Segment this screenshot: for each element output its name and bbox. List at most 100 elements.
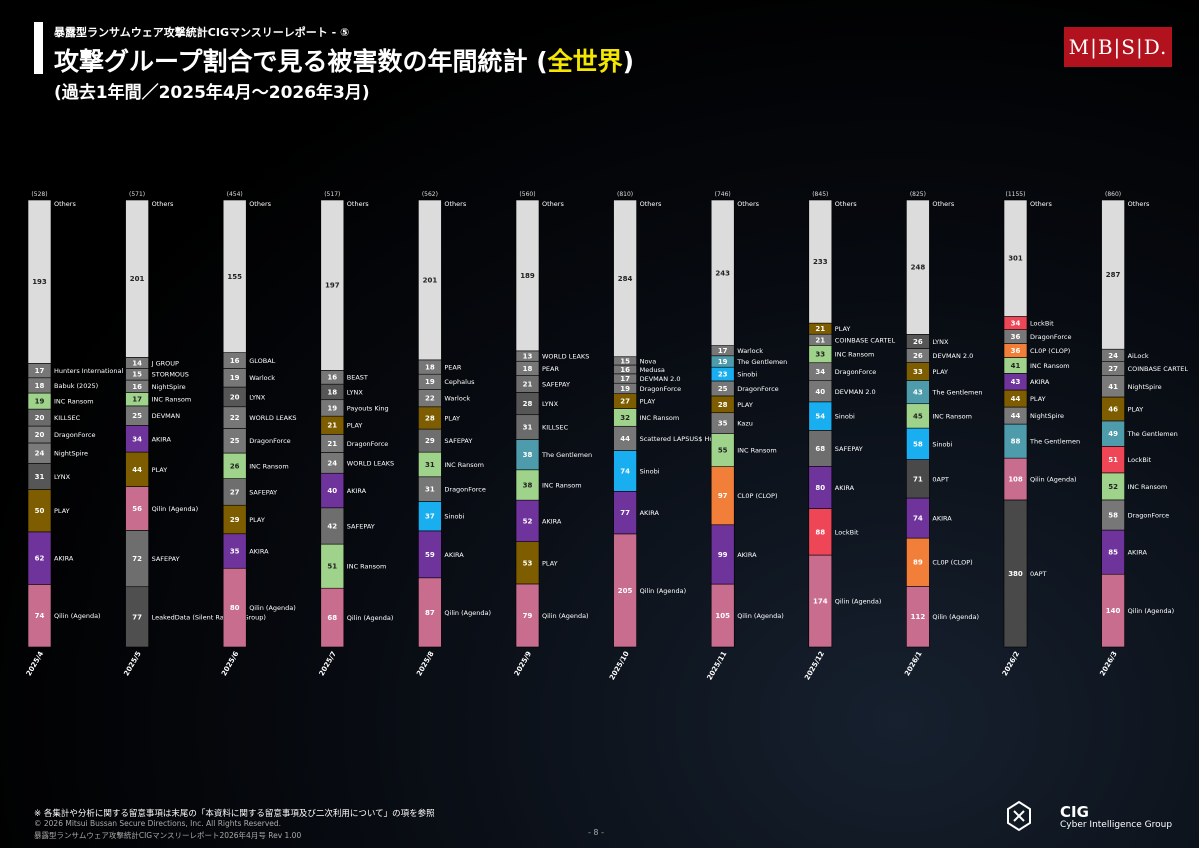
legend-label: PLAY bbox=[249, 516, 265, 524]
data-label: 16 bbox=[132, 383, 142, 391]
legend-label: LockBit bbox=[1030, 320, 1054, 328]
legend-label: Sinobi bbox=[932, 440, 952, 448]
data-label: 72 bbox=[132, 555, 142, 563]
legend-label: SAFEPAY bbox=[347, 522, 375, 530]
x-tick-label: 2025/6 bbox=[220, 650, 240, 677]
legend-label: The Gentlemen bbox=[541, 451, 592, 459]
cig-logo-icon bbox=[1007, 800, 1031, 832]
title-close: ) bbox=[622, 47, 635, 76]
legend-label: INC Ransom bbox=[1128, 483, 1168, 491]
bar-segment-2025-6 bbox=[222, 199, 247, 353]
data-label: 52 bbox=[1108, 483, 1118, 491]
total-label: (810) bbox=[617, 191, 633, 198]
total-label: (562) bbox=[422, 191, 438, 198]
total-label: (1155) bbox=[1006, 191, 1026, 198]
data-label: 380 bbox=[1008, 570, 1023, 578]
legend-label: Payouts King bbox=[347, 404, 389, 412]
legend-label: WORLD LEAKS bbox=[347, 459, 394, 467]
legend-label: COINBASE CARTEL bbox=[1128, 365, 1189, 373]
legend-label: AKIRA bbox=[640, 509, 660, 517]
data-label: 35 bbox=[718, 420, 728, 428]
data-label: 18 bbox=[35, 382, 45, 390]
data-label: 38 bbox=[523, 451, 533, 459]
legend-label: LYNX bbox=[54, 473, 71, 481]
legend-label: INC Ransom bbox=[1030, 362, 1070, 370]
data-label: 74 bbox=[35, 612, 45, 620]
legend-label: Others bbox=[152, 200, 174, 208]
total-label: (571) bbox=[129, 191, 145, 198]
data-label: 54 bbox=[815, 413, 825, 421]
x-tick-label: 2025/4 bbox=[25, 650, 45, 677]
title-accent-bar bbox=[34, 22, 43, 74]
legend-label: 0APT bbox=[932, 475, 949, 483]
data-label: 284 bbox=[618, 275, 633, 283]
bar-segment-2025-10 bbox=[613, 199, 637, 358]
data-label: 21 bbox=[815, 325, 825, 333]
data-label: 13 bbox=[523, 353, 533, 361]
legend-label: AKIRA bbox=[1030, 378, 1050, 386]
data-label: 17 bbox=[132, 396, 142, 404]
legend-label: KILLSEC bbox=[542, 424, 569, 432]
data-label: 31 bbox=[425, 461, 435, 469]
data-label: 27 bbox=[230, 488, 240, 496]
legend-label: J GROUP bbox=[151, 359, 179, 367]
legend-label: DragonForce bbox=[640, 385, 681, 393]
data-label: 301 bbox=[1008, 255, 1023, 263]
legend-label: Scattered LAPSUS$ Hunters bbox=[640, 435, 731, 443]
legend-label: AKIRA bbox=[542, 517, 562, 525]
data-label: 25 bbox=[718, 385, 728, 393]
bar-segment-2025-11 bbox=[710, 199, 735, 346]
legend-label: LYNX bbox=[347, 388, 364, 396]
data-label: 20 bbox=[35, 414, 45, 422]
data-label: 40 bbox=[815, 388, 825, 396]
data-label: 26 bbox=[230, 462, 240, 470]
data-label: 24 bbox=[35, 450, 45, 458]
legend-label: INC Ransom bbox=[54, 398, 94, 406]
legend-label: CL0P (CLOP) bbox=[932, 559, 972, 567]
legend-label: PLAY bbox=[444, 414, 460, 422]
data-label: 87 bbox=[425, 609, 435, 617]
data-label: 77 bbox=[620, 509, 630, 517]
legend-label: Qilin (Agenda) bbox=[1030, 476, 1077, 484]
legend-label: PLAY bbox=[737, 401, 753, 409]
data-label: 34 bbox=[815, 368, 825, 376]
data-label: 17 bbox=[620, 375, 630, 383]
legend-label: Sinobi bbox=[737, 371, 757, 379]
legend-label: PLAY bbox=[152, 466, 168, 474]
data-label: 59 bbox=[425, 551, 435, 559]
legend-label: DragonForce bbox=[54, 431, 95, 439]
legend-label: AKIRA bbox=[347, 487, 367, 495]
legend-label: AKIRA bbox=[444, 551, 464, 559]
legend-label: PLAY bbox=[835, 325, 851, 333]
legend-label: INC Ransom bbox=[152, 396, 192, 404]
data-label: 99 bbox=[718, 551, 728, 559]
total-label: (845) bbox=[812, 191, 828, 198]
data-label: 201 bbox=[423, 276, 438, 284]
data-label: 155 bbox=[227, 273, 242, 281]
bar-segment-2026-1 bbox=[906, 199, 930, 335]
legend-label: Nova bbox=[640, 357, 657, 365]
total-label: (454) bbox=[227, 191, 243, 198]
data-label: 105 bbox=[715, 612, 730, 620]
legend-label: SAFEPAY bbox=[542, 380, 570, 388]
legend-label: Kazu bbox=[737, 420, 753, 428]
legend-label: WORLD LEAKS bbox=[542, 353, 589, 361]
data-label: 41 bbox=[1011, 362, 1021, 370]
legend-label: AKIRA bbox=[737, 551, 757, 559]
legend-label: Qilin (Agenda) bbox=[640, 587, 687, 595]
data-label: 16 bbox=[327, 374, 337, 382]
legend-label: AKIRA bbox=[54, 555, 74, 563]
legend-label: AiLock bbox=[1128, 352, 1149, 360]
data-label: 74 bbox=[913, 515, 923, 523]
data-label: 37 bbox=[425, 513, 435, 521]
data-label: 71 bbox=[913, 475, 923, 483]
legend-label: AKIRA bbox=[932, 515, 952, 523]
data-label: 25 bbox=[132, 412, 142, 420]
legend-label: PLAY bbox=[1128, 405, 1144, 413]
period-label: (過去1年間／2025年4月～2026年3月) bbox=[54, 83, 370, 103]
legend-label: Qilin (Agenda) bbox=[249, 604, 296, 612]
legend-label: PLAY bbox=[347, 422, 363, 430]
data-label: 35 bbox=[230, 548, 240, 556]
data-label: 28 bbox=[718, 401, 728, 409]
data-label: 233 bbox=[813, 258, 828, 266]
